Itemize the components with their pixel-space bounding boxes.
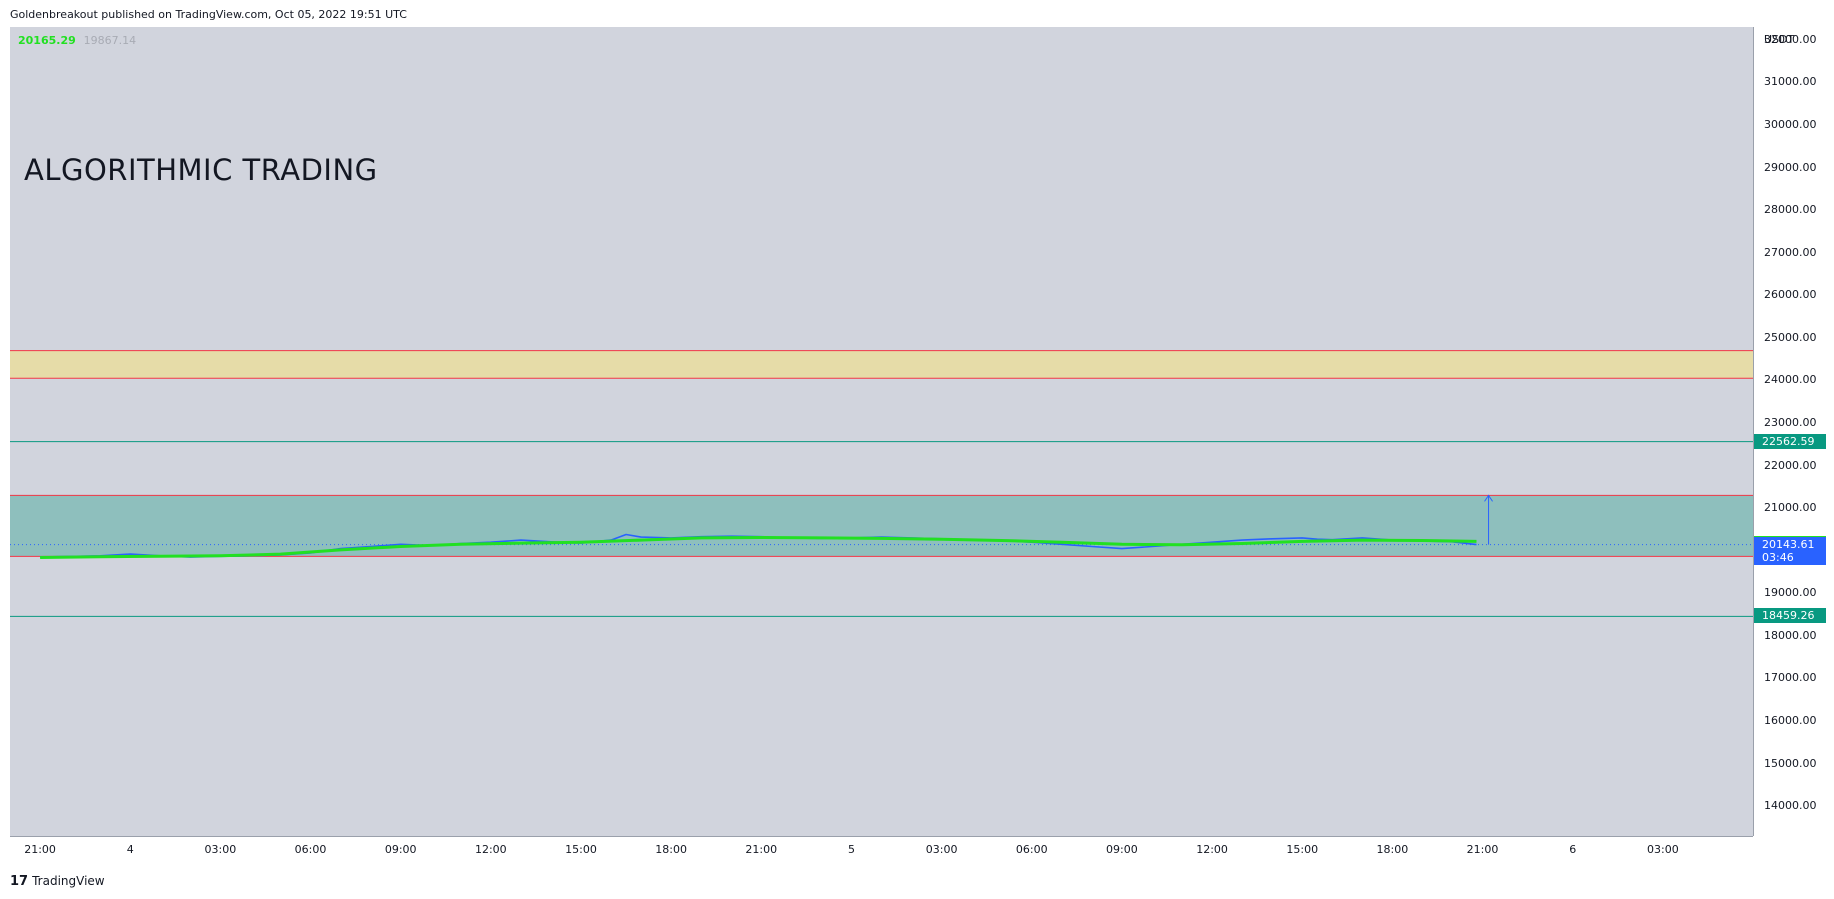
- time-tick-label: 21:00: [24, 843, 56, 856]
- time-tick-label: 12:00: [474, 843, 507, 856]
- time-tick-label: 18:00: [1376, 843, 1409, 856]
- bar-countdown: 03:46: [1762, 550, 1794, 564]
- price-tick-label: 27000.00: [1764, 245, 1817, 259]
- price-tick-label: 14000.00: [1764, 799, 1817, 813]
- time-tick-label: 18:00: [655, 843, 687, 856]
- time-tick-label: 6: [1569, 843, 1577, 856]
- time-tick-label: 06:00: [294, 843, 327, 856]
- time-tick-label: 09:00: [384, 843, 417, 856]
- price-tick-label: 19000.00: [1764, 586, 1817, 600]
- price-tick-label: 22000.00: [1764, 458, 1817, 472]
- projection-arrow-head: [1484, 494, 1493, 502]
- price-tick-label: 29000.00: [1764, 160, 1817, 174]
- time-tick-label: 12:00: [1196, 843, 1228, 856]
- legend-value-green: 20165.29: [18, 34, 76, 47]
- price-tick-label: 23000.00: [1764, 415, 1817, 429]
- price-tick-label: 31000.00: [1764, 75, 1817, 89]
- price-tick-label: 24000.00: [1764, 373, 1817, 387]
- price-tick-label: 28000.00: [1764, 203, 1817, 217]
- price-tick-label: 17000.00: [1764, 671, 1817, 685]
- price-tag: 18459.26: [1754, 608, 1826, 624]
- time-tick-label: 15:00: [565, 843, 597, 856]
- time-tick-label: 06:00: [1015, 843, 1048, 856]
- price-tick-label: 15000.00: [1764, 756, 1817, 770]
- price-tick-label: 16000.00: [1764, 714, 1817, 728]
- zone-band-1: [10, 495, 1753, 557]
- time-tick-label: 15:00: [1286, 843, 1319, 856]
- chart-legend: 20165.29 19867.14: [18, 34, 136, 47]
- time-tick-label: 03:00: [204, 843, 237, 856]
- time-tick-label: 21:00: [745, 843, 778, 856]
- time-tick-label: 03:00: [925, 843, 958, 856]
- legend-value-gray: 19867.14: [83, 34, 137, 47]
- price-tick-label: 25000.00: [1764, 330, 1817, 344]
- chart-plot-area[interactable]: 20165.29 19867.14 ALGORITHMIC TRADING: [10, 27, 1753, 836]
- annotation-title: ALGORITHMIC TRADING: [24, 153, 378, 187]
- current-price-value: 20143.61: [1762, 537, 1815, 551]
- time-axis[interactable]: 21:00 4 03:00 06:00 09:00 12:00 15:00 18:00 21:0…: [10, 836, 1753, 865]
- time-tick-label: 21:00: [1466, 843, 1499, 856]
- price-axis[interactable]: USDT 32000.00 31000.00 30000.00 29000.00 280…: [1753, 27, 1834, 836]
- time-tick-label: 5: [847, 843, 855, 856]
- price-tag: 22562.59: [1754, 433, 1826, 449]
- publish-header: Goldenbreakout published on TradingView.…: [10, 8, 407, 21]
- time-tick-label: 09:00: [1106, 843, 1138, 856]
- footer-brand-name: TradingView: [32, 874, 105, 888]
- tradingview-logo-icon: 17: [10, 874, 29, 889]
- zone-band-0: [10, 350, 1753, 379]
- time-tick-label: 4: [126, 843, 134, 856]
- price-series-1: [40, 536, 1477, 559]
- price-tick-label: 21000.00: [1764, 501, 1817, 515]
- current-price-tag: 20143.61 03:46: [1754, 536, 1826, 565]
- price-chart-svg[interactable]: [10, 27, 1753, 836]
- footer-brand[interactable]: 17 TradingView: [10, 874, 105, 889]
- price-axis-unit: USDT: [1764, 33, 1795, 46]
- time-tick-label: 03:00: [1646, 843, 1679, 856]
- price-tick-label: 26000.00: [1764, 288, 1817, 302]
- price-tick-label: 32000.00: [1764, 32, 1817, 46]
- price-tick-label: 30000.00: [1764, 117, 1817, 131]
- price-tick-label: 18000.00: [1764, 628, 1817, 642]
